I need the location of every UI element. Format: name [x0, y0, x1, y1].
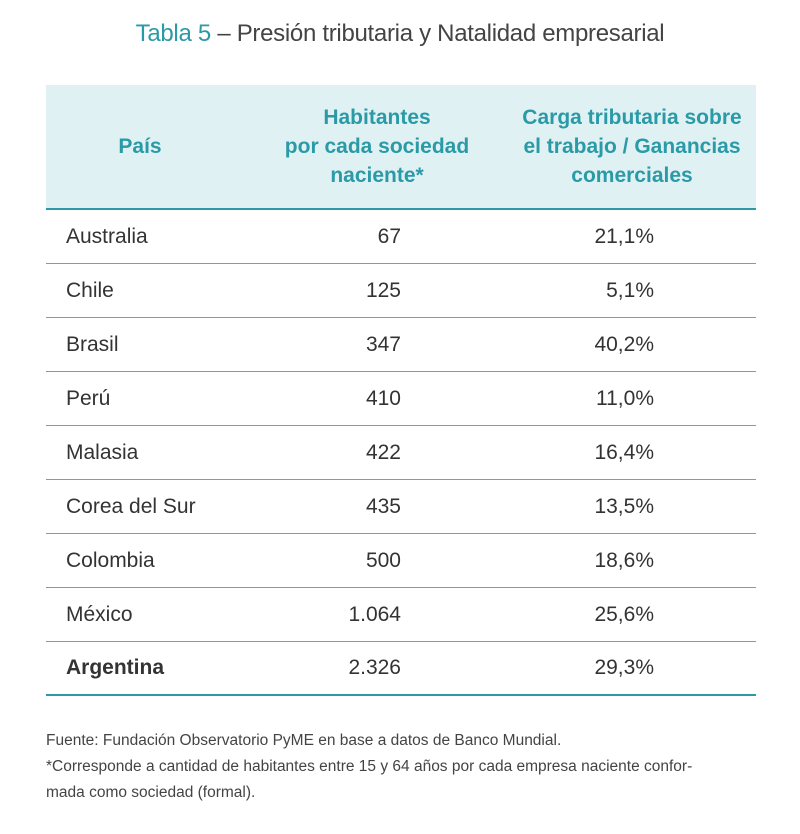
table-number: Tabla 5 — [135, 20, 212, 47]
cell-carga: 18,6% — [594, 548, 654, 572]
cell-carga: 29,3% — [594, 656, 654, 679]
header-country: País — [46, 85, 246, 208]
cell-country: Argentina — [66, 656, 165, 679]
footnote-line: mada como sociedad (formal). — [46, 784, 256, 801]
table-row-highlighted: Argentina 2.326 29,3% — [46, 642, 756, 696]
cell-carga: 5,1% — [606, 278, 654, 302]
cell-country: Colombia — [66, 548, 155, 572]
table-row: Malasia 422 16,4% — [46, 426, 756, 480]
cell-habitantes: 410 — [365, 386, 401, 410]
header-habitantes-line: Habitantes — [323, 106, 431, 129]
cell-country: Corea del Sur — [66, 494, 196, 518]
cell-habitantes: 125 — [365, 278, 401, 302]
cell-habitantes: 2.326 — [348, 656, 401, 679]
cell-country: Australia — [66, 224, 148, 248]
table-row: Colombia 500 18,6% — [46, 534, 756, 588]
cell-carga: 25,6% — [594, 602, 654, 626]
header-habitantes-line: naciente* — [330, 164, 424, 187]
cell-country: Brasil — [66, 332, 119, 356]
footnote-line: *Corresponde a cantidad de habitantes en… — [46, 758, 693, 775]
table-title-text: – Presión tributaria y Natalidad empresa… — [217, 20, 665, 47]
header-carga-line: el trabajo / Ganancias — [523, 135, 741, 158]
table-row: México 1.064 25,6% — [46, 588, 756, 642]
table-header: País Habitantes por cada sociedad nacien… — [46, 85, 756, 210]
cell-habitantes: 67 — [377, 224, 401, 248]
source-note: Fuente: Fundación Observatorio PyME en b… — [46, 732, 562, 749]
cell-country: Malasia — [66, 440, 139, 464]
table-notes: Fuente: Fundación Observatorio PyME en b… — [46, 728, 766, 806]
data-table: País Habitantes por cada sociedad nacien… — [46, 85, 756, 696]
header-habitantes-line: por cada sociedad — [284, 135, 470, 158]
header-carga-line: comerciales — [571, 164, 693, 187]
cell-habitantes: 500 — [365, 548, 401, 572]
cell-carga: 11,0% — [596, 386, 654, 410]
cell-country: Perú — [66, 386, 111, 410]
cell-carga: 13,5% — [594, 494, 654, 518]
cell-carga: 16,4% — [594, 440, 654, 464]
cell-country: México — [66, 602, 133, 626]
cell-habitantes: 435 — [365, 494, 401, 518]
header-country-label: País — [118, 135, 162, 158]
header-carga-line: Carga tributaria sobre — [522, 106, 742, 129]
cell-carga: 21,1% — [594, 224, 654, 248]
table-title: Tabla 5 – Presión tributaria y Natalidad… — [0, 20, 800, 48]
cell-habitantes: 347 — [365, 332, 401, 356]
cell-habitantes: 422 — [365, 440, 401, 464]
header-carga: Carga tributaria sobre el trabajo / Gana… — [508, 85, 756, 208]
table-row: Corea del Sur 435 13,5% — [46, 480, 756, 534]
table-row: Brasil 347 40,2% — [46, 318, 756, 372]
table-row: Australia 67 21,1% — [46, 210, 756, 264]
cell-habitantes: 1.064 — [348, 602, 401, 626]
table-row: Perú 410 11,0% — [46, 372, 756, 426]
header-habitantes: Habitantes por cada sociedad naciente* — [246, 85, 508, 208]
table-row: Chile 125 5,1% — [46, 264, 756, 318]
cell-carga: 40,2% — [594, 332, 654, 356]
cell-country: Chile — [66, 278, 114, 302]
